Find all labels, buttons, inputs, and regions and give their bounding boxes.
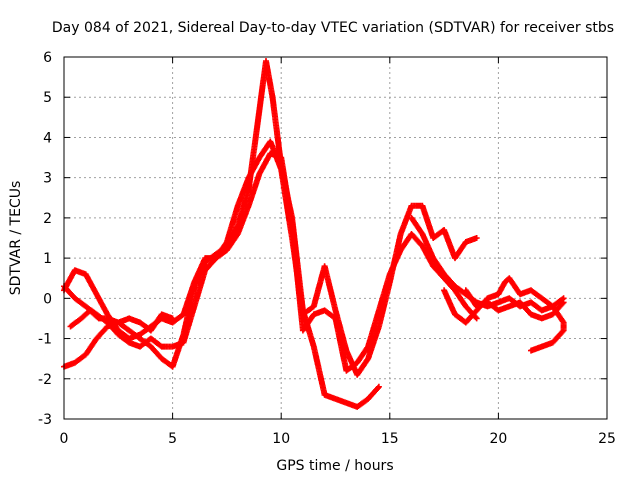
x-tick-label: 20 (489, 431, 507, 447)
series-track-4 (67, 307, 176, 334)
grid-lines (64, 57, 607, 419)
y-tick-label: 3 (43, 171, 52, 187)
x-tick-label: 25 (598, 431, 616, 447)
y-tick-label: 5 (43, 90, 52, 106)
y-tick-label: 1 (43, 251, 52, 267)
data-points (61, 58, 567, 410)
series-track-1 (61, 58, 382, 410)
y-axis: -3 -2 -1 0 1 2 3 4 5 6 (38, 50, 607, 428)
series-track-7 (462, 287, 567, 322)
y-axis-label: SDTVAR / TECUs (8, 181, 24, 296)
data-point-marker (473, 235, 480, 241)
y-tick-label: 0 (43, 291, 52, 307)
x-tick-label: 10 (272, 431, 290, 447)
data-point-marker (473, 315, 480, 322)
y-tick-label: 4 (43, 130, 52, 146)
data-point-marker (375, 383, 382, 390)
data-point-marker (375, 384, 381, 391)
x-axis-label: GPS time / hours (276, 458, 393, 474)
y-tick-label: -2 (38, 372, 52, 388)
x-tick-label: 0 (60, 431, 69, 447)
plot-frame (63, 56, 608, 420)
data-point-marker (559, 300, 566, 307)
x-axis: 0 5 10 15 20 25 (60, 57, 616, 447)
y-tick-label: -3 (38, 412, 52, 428)
data-point-marker (169, 315, 176, 322)
series-track-3 (61, 150, 480, 374)
y-tick-label: 2 (43, 211, 52, 227)
data-point-marker (560, 299, 567, 306)
x-tick-label: 15 (381, 431, 399, 447)
y-tick-label: 6 (43, 50, 52, 66)
data-point-marker (528, 347, 534, 354)
y-tick-label: -1 (38, 332, 52, 348)
x-tick-label: 5 (168, 431, 177, 447)
chart-title: Day 084 of 2021, Sidereal Day-to-day VTE… (52, 20, 614, 36)
